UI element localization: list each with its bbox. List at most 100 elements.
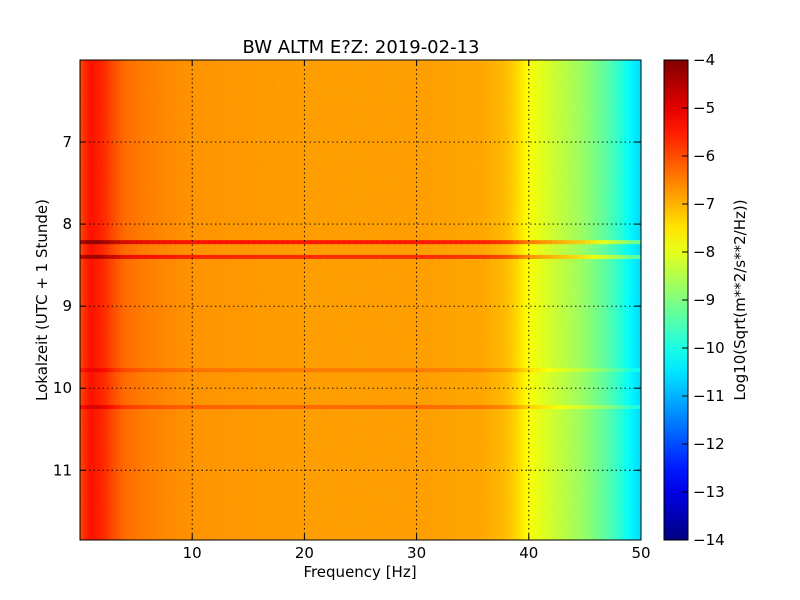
heatmap-band-segment (489, 240, 496, 245)
heatmap-band-segment (91, 254, 98, 259)
heatmap-band-segment (152, 254, 160, 259)
heatmap-band-segment (461, 368, 468, 373)
heatmap-band-segment (511, 405, 519, 410)
heatmap-band-segment (209, 254, 216, 259)
heatmap-band-segment (612, 240, 620, 245)
heatmap-band-segment (511, 240, 519, 245)
heatmap-band-segment (186, 368, 193, 373)
heatmap-band-segment (455, 254, 463, 259)
heatmap-band-segment (281, 368, 289, 373)
heatmap-band-segment (203, 405, 210, 410)
heatmap-band-segment (197, 240, 205, 245)
heatmap-band-segment (612, 405, 620, 410)
heatmap-band-segment (231, 254, 238, 259)
heatmap-band-segment (410, 368, 418, 373)
heatmap-band-segment (427, 254, 435, 259)
colorbar-tick-label: −7 (693, 195, 715, 213)
chart-title: BW ALTM E?Z: 2019-02-13 (243, 37, 480, 58)
heatmap-band-segment (444, 254, 451, 259)
heatmap-band-segment (444, 368, 451, 373)
heatmap-band-segment (220, 254, 227, 259)
heatmap-band-segment (478, 368, 485, 373)
heatmap-band-segment (136, 405, 143, 410)
heatmap-band-segment (214, 240, 221, 245)
heatmap-band-segment (439, 405, 446, 410)
heatmap-band-segment (540, 254, 547, 259)
heatmap-band-segment (310, 405, 317, 410)
heatmap-band-segment (237, 240, 244, 245)
heatmap-band-segment (304, 240, 311, 245)
heatmap-band-segment (551, 405, 558, 410)
heatmap-band-segment (113, 254, 120, 259)
heatmap-band-segment (399, 405, 406, 410)
heatmap-band-segment (478, 254, 485, 259)
heatmap-band-segment (495, 254, 502, 259)
heatmap-band-segment (461, 254, 468, 259)
heatmap-band-segment (293, 368, 300, 373)
plot-area (80, 60, 641, 540)
heatmap-band-segment (405, 254, 412, 259)
heatmap-band-segment (214, 368, 221, 373)
x-tick-label: 30 (407, 544, 426, 562)
heatmap-band-segment (629, 405, 636, 410)
heatmap-band-segment (360, 254, 367, 259)
heatmap-band-segment (568, 240, 575, 245)
heatmap-band-segment (427, 405, 435, 410)
heatmap-band-segment (141, 254, 148, 259)
heatmap-band-segment (270, 240, 277, 245)
heatmap-band-segment (242, 254, 249, 259)
heatmap-band-segment (338, 368, 345, 373)
heatmap-band-segment (225, 254, 233, 259)
heatmap-band-segment (540, 368, 547, 373)
heatmap-band-segment (158, 254, 165, 259)
heatmap-band-segment (310, 240, 317, 245)
heatmap-band-segment (427, 368, 435, 373)
heatmap-band-segment (169, 240, 176, 245)
heatmap-band-segment (455, 405, 463, 410)
heatmap-band-segment (405, 368, 412, 373)
heatmap-band-segment (265, 240, 272, 245)
heatmap-band-segment (259, 405, 266, 410)
heatmap-band-segment (450, 368, 457, 373)
colorbar-tick-label: −8 (693, 243, 715, 261)
heatmap-band-segment (382, 405, 390, 410)
heatmap-band-segment (108, 240, 115, 245)
heatmap-band-segment (467, 240, 474, 245)
heatmap-band-segment (545, 240, 552, 245)
heatmap-band-segment (96, 240, 104, 245)
heatmap-band-segment (607, 240, 614, 245)
heatmap-band-segment (276, 405, 283, 410)
heatmap-band-segment (450, 254, 457, 259)
heatmap-band-segment (85, 254, 92, 259)
heatmap-band-segment (281, 240, 289, 245)
heatmap-band-segment (130, 368, 137, 373)
heatmap-band-segment (562, 254, 569, 259)
heatmap-band-segment (242, 405, 249, 410)
heatmap-band-segment (175, 368, 182, 373)
heatmap-band-segment (343, 368, 350, 373)
y-tick-label: 11 (53, 461, 72, 479)
heatmap-band-segment (366, 240, 373, 245)
colorbar-tick-label: −5 (693, 99, 715, 117)
heatmap-band-segment (298, 240, 305, 245)
heatmap-band-segment (113, 240, 120, 245)
x-tick-label: 50 (631, 544, 650, 562)
heatmap-band-segment (573, 240, 580, 245)
heatmap-band-segment (349, 405, 356, 410)
heatmap-band-segment (394, 254, 401, 259)
heatmap-band-segment (113, 368, 120, 373)
heatmap-band-segment (152, 240, 160, 245)
heatmap-band-segment (601, 254, 608, 259)
heatmap-band-segment (248, 368, 255, 373)
heatmap-band-segment (338, 254, 345, 259)
heatmap-band-segment (410, 240, 418, 245)
heatmap-band-segment (270, 254, 277, 259)
heatmap-band-segment (500, 240, 507, 245)
heatmap-band-segment (259, 254, 266, 259)
heatmap-band-segment (534, 405, 541, 410)
heatmap-band-segment (141, 240, 148, 245)
heatmap-band-segment (590, 240, 597, 245)
heatmap-band-segment (366, 368, 373, 373)
heatmap-band-segment (399, 368, 406, 373)
